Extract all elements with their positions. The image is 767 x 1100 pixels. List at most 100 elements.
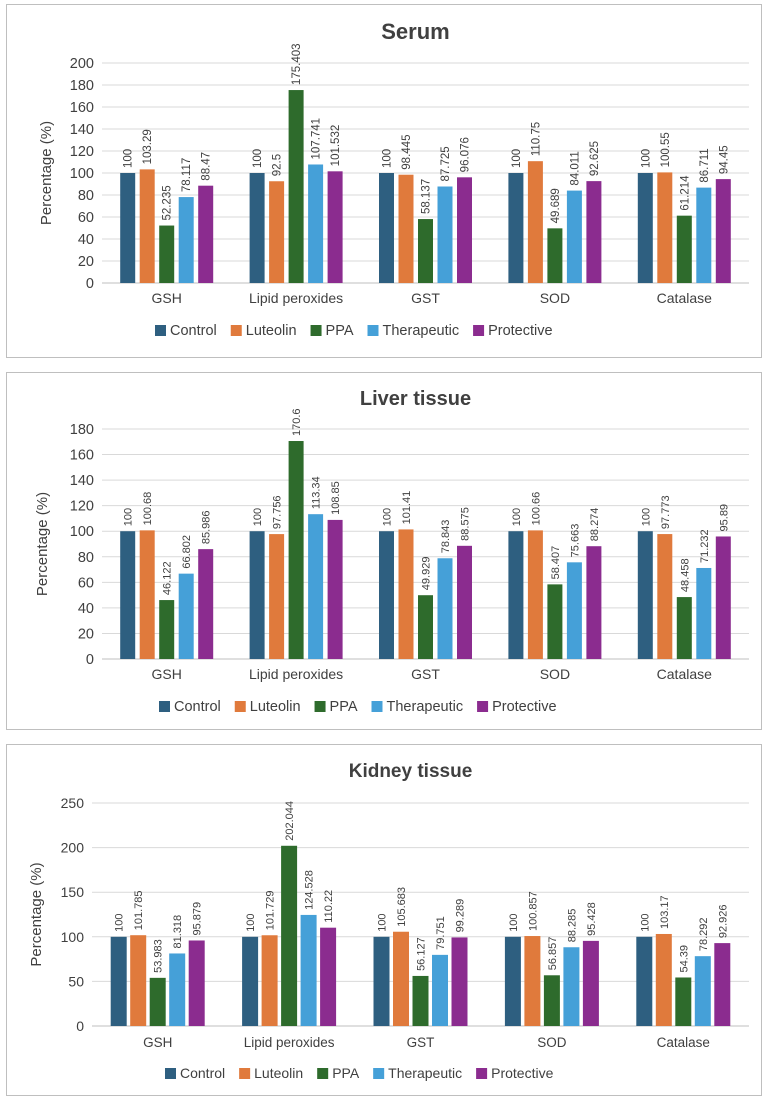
bar-luteolin-catalase [655, 933, 672, 1026]
chart-svg-liver: Liver tissue Percentage (%) 0 20 40 60 80 100 12… [34, 388, 749, 715]
bar-protective-gsh [198, 185, 214, 283]
data-label: 100 [123, 508, 135, 526]
data-label: 101.729 [265, 890, 277, 930]
x-category-label: GST [407, 1035, 435, 1050]
chart-svg-kidney: Kidney tissue Percentage (%) 0 50 100 150 200 2… [28, 761, 749, 1081]
bar-ppa-gst [418, 219, 433, 283]
legend-swatch-ppa [317, 1068, 329, 1079]
data-label: 95.879 [192, 902, 204, 936]
data-label: 61.214 [679, 175, 691, 211]
chart-panel-liver: Liver tissue Percentage (%) 0 20 40 60 80 100 12… [6, 372, 762, 730]
data-label: 94.45 [718, 145, 730, 174]
legend-swatch-therapeutic [367, 325, 379, 336]
data-label: 100 [511, 149, 523, 168]
y-tick-label: 80 [78, 550, 94, 566]
bar-luteolin-lipid-peroxides [269, 534, 285, 659]
y-tick-label: 200 [61, 840, 85, 856]
data-label: 100 [640, 508, 652, 526]
data-label: 49.689 [550, 188, 562, 223]
data-label: 175.403 [291, 43, 303, 85]
data-label: 54.39 [678, 945, 690, 973]
data-label: 100 [245, 913, 257, 931]
x-category-label: GSH [152, 666, 182, 682]
y-tick-label: 180 [70, 422, 94, 438]
bar-luteolin-gsh [139, 169, 155, 283]
data-label: 49.929 [421, 557, 433, 591]
data-label: 110.22 [323, 890, 335, 923]
data-label: 97.773 [660, 495, 672, 529]
bar-protective-catalase [715, 536, 731, 659]
data-label: 87.725 [440, 146, 452, 181]
x-category-label: GSH [143, 1035, 172, 1050]
legend-label-protective: Protective [491, 1065, 553, 1081]
bar-therapeutic-sod [563, 947, 580, 1026]
data-label: 100.68 [142, 492, 154, 526]
bar-luteolin-sod [527, 161, 543, 283]
data-label: 100 [382, 149, 394, 168]
bar-luteolin-lipid-peroxides [269, 181, 285, 283]
legend-swatch-therapeutic [371, 701, 383, 712]
bar-therapeutic-lipid-peroxides [308, 164, 324, 283]
data-label: 100 [382, 508, 394, 526]
data-label: 101.41 [401, 491, 413, 525]
y-tick-label: 20 [78, 626, 94, 642]
bar-therapeutic-sod [566, 562, 582, 659]
data-label: 105.683 [396, 887, 408, 927]
bar-control-gsh [120, 173, 136, 283]
bar-therapeutic-catalase [696, 567, 712, 659]
data-label: 88.285 [566, 909, 578, 943]
legend-swatch-ppa [310, 325, 322, 336]
bar-luteolin-gst [398, 529, 414, 659]
data-label: 85.986 [201, 510, 213, 544]
x-category-label: Lipid peroxides [249, 666, 343, 682]
bar-control-catalase [637, 173, 653, 283]
bar-control-gst [373, 936, 390, 1026]
data-label: 100.857 [527, 891, 539, 931]
y-tick-label: 0 [86, 276, 94, 292]
data-label: 86.711 [699, 148, 711, 182]
legend-label-control: Control [170, 323, 217, 339]
data-label: 81.318 [172, 915, 184, 949]
data-label: 100 [252, 508, 264, 526]
bar-ppa-sod [543, 975, 560, 1026]
bar-luteolin-catalase [657, 172, 673, 283]
data-label: 56.127 [416, 937, 428, 971]
data-label: 108.85 [330, 481, 342, 515]
legend-swatch-protective [476, 1068, 488, 1079]
data-label: 98.445 [401, 135, 413, 170]
data-label: 100 [377, 913, 389, 931]
data-label: 84.011 [569, 151, 581, 185]
bar-therapeutic-catalase [694, 956, 711, 1026]
y-tick-label: 120 [70, 499, 94, 515]
bar-ppa-gsh [149, 977, 166, 1026]
data-label: 92.625 [589, 141, 601, 176]
bar-protective-lipid-peroxides [327, 171, 343, 283]
bar-control-lipid-peroxides [249, 531, 265, 659]
y-tick-label: 120 [70, 144, 94, 160]
bar-therapeutic-gst [437, 558, 453, 659]
bar-ppa-catalase [676, 597, 692, 659]
bar-protective-lipid-peroxides [327, 519, 343, 659]
legend-swatch-protective [473, 325, 485, 336]
bar-ppa-lipid-peroxides [288, 441, 304, 659]
bar-ppa-gsh [159, 225, 175, 283]
y-tick-label: 80 [78, 188, 94, 204]
bar-protective-lipid-peroxides [320, 927, 337, 1026]
legend-label-protective: Protective [492, 699, 556, 715]
bar-ppa-gst [412, 975, 429, 1026]
y-tick-label: 160 [70, 448, 94, 464]
bar-therapeutic-catalase [696, 187, 712, 283]
legend-swatch-control [159, 701, 170, 712]
data-label: 95.89 [718, 504, 730, 532]
data-label: 100 [252, 149, 264, 168]
data-label: 100 [640, 149, 652, 168]
x-category-label: GST [411, 666, 440, 682]
data-label: 79.751 [435, 916, 447, 950]
legend-label-luteolin: Luteolin [254, 1065, 303, 1081]
bar-control-sod [504, 936, 521, 1026]
data-label: 58.137 [421, 179, 433, 214]
bar-luteolin-catalase [657, 534, 673, 659]
bar-ppa-gst [418, 595, 433, 659]
data-label: 88.274 [589, 508, 601, 542]
legend-label-luteolin: Luteolin [250, 699, 301, 715]
